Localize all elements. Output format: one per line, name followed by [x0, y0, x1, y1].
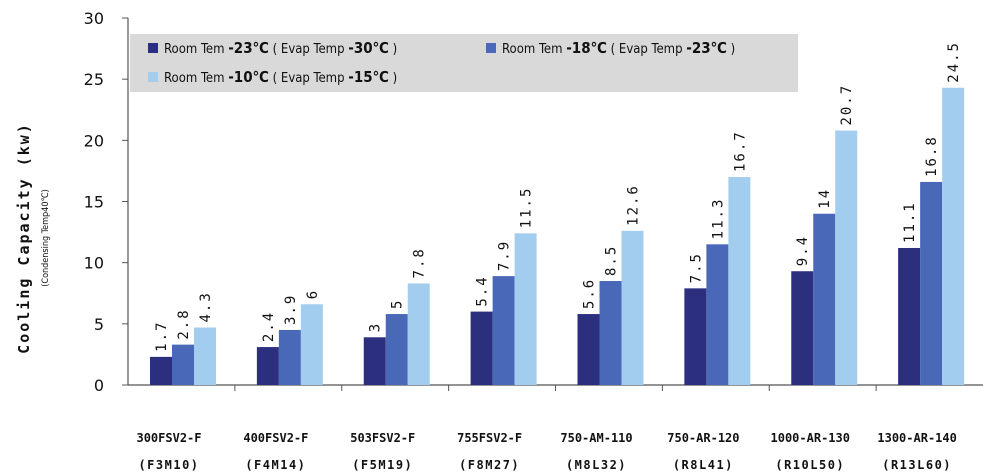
x-category-label: 750-AM-110	[560, 431, 632, 445]
legend-entry: Room Tem -10℃ ( Evap Temp -15℃ )	[164, 68, 397, 86]
x-category-code: (F8M27)	[459, 458, 520, 472]
bar	[470, 311, 493, 385]
bar-value-label: 1.7	[154, 321, 170, 352]
bar-value-label: 7.8	[412, 247, 428, 278]
x-category-code: (R10L50)	[775, 458, 845, 472]
bar	[599, 281, 622, 385]
bar-value-label: 24.5	[946, 41, 962, 83]
x-category-code: (F5M19)	[352, 458, 413, 472]
y-axis-sublabel: (Condensing Temp40℃)	[41, 189, 51, 287]
legend-entry-part: -15℃	[348, 68, 389, 86]
bar	[492, 276, 515, 385]
y-tick-label: 0	[94, 376, 104, 395]
bar	[621, 230, 644, 385]
bar	[920, 181, 943, 385]
bar	[813, 213, 836, 385]
bar	[256, 347, 279, 385]
legend-entry-part: -30℃	[348, 39, 389, 57]
y-tick-label: 25	[84, 70, 104, 89]
bar	[278, 329, 301, 385]
legend-entry: Room Tem -18℃ ( Evap Temp -23℃ )	[502, 39, 735, 57]
x-category-code: (M8L32)	[566, 458, 627, 472]
y-tick-label: 5	[94, 315, 104, 334]
y-tick-label: 20	[84, 131, 104, 150]
bar	[577, 314, 600, 385]
bar	[150, 356, 172, 385]
bar	[942, 87, 965, 385]
y-tick-label: 15	[84, 193, 104, 212]
legend-entry-part: )	[389, 71, 397, 86]
bar-value-label: 7.5	[688, 252, 704, 283]
legend-entry-part: ( Evap Temp	[269, 42, 348, 57]
x-category-label: 503FSV2-F	[350, 431, 415, 445]
x-category-label: 1300-AR-140	[877, 431, 956, 445]
legend-entry-part: -18℃	[566, 39, 607, 57]
legend-entry-part: )	[727, 42, 735, 57]
bar	[194, 327, 216, 385]
bar-value-label: 14	[817, 188, 833, 209]
legend-swatch	[148, 43, 158, 53]
bar-value-label: 7.9	[497, 240, 513, 271]
bar	[300, 304, 323, 385]
bar	[385, 314, 408, 385]
legend-entry-part: -23℃	[228, 39, 269, 57]
bar-value-label: 9.4	[795, 235, 811, 266]
y-tick-label: 30	[84, 9, 104, 28]
x-category-code: (F4M14)	[245, 458, 306, 472]
x-category-label: 400FSV2-F	[243, 431, 308, 445]
x-category-code: (F3M10)	[138, 458, 199, 472]
legend-entry-part: )	[389, 42, 397, 57]
bar-value-label: 5.6	[582, 278, 598, 309]
legend-box	[130, 34, 798, 92]
bar-value-label: 12.6	[626, 184, 642, 226]
legend-swatch	[148, 72, 158, 82]
bar	[363, 337, 386, 385]
bar	[407, 283, 430, 385]
legend-entry-part: ( Evap Temp	[607, 42, 686, 57]
legend-entry-part: Room Tem	[502, 42, 566, 57]
bar	[835, 130, 858, 385]
bar-value-label: 11.5	[519, 187, 535, 229]
bar	[791, 271, 814, 385]
y-tick-label: 10	[84, 254, 104, 273]
bar	[898, 247, 921, 385]
bar-value-label: 16.7	[732, 130, 748, 172]
bar-value-label: 11.1	[902, 201, 918, 243]
bar-value-label: 2.8	[176, 308, 192, 339]
legend-entry: Room Tem -23℃ ( Evap Temp -30℃ )	[164, 39, 397, 57]
x-category-label: 300FSV2-F	[136, 431, 201, 445]
bar	[514, 233, 537, 385]
legend-entry-part: Room Tem	[164, 71, 228, 86]
bar-value-label: 6	[305, 289, 321, 299]
legend-entry-part: -10℃	[228, 68, 269, 86]
bar	[172, 344, 194, 385]
legend-entry-part: ( Evap Temp	[269, 71, 348, 86]
bar-value-label: 16.8	[924, 135, 940, 177]
x-category-label: 750-AR-120	[667, 431, 739, 445]
bar	[684, 288, 707, 385]
bar-value-label: 11.3	[710, 198, 726, 240]
bar	[706, 244, 729, 385]
x-category-code: (R8L41)	[673, 458, 734, 472]
bar-value-label: 5.4	[475, 275, 491, 306]
bar-value-label: 20.7	[839, 84, 855, 126]
bar	[728, 177, 751, 385]
x-category-label: 755FSV2-F	[457, 431, 522, 445]
x-category-code: (R13L60)	[882, 458, 952, 472]
bar-value-label: 5	[390, 299, 406, 309]
bar-value-label: 2.4	[261, 311, 277, 342]
y-axis-label: Cooling Capacity (kw)	[15, 122, 33, 354]
x-category-label: 1000-AR-130	[771, 431, 850, 445]
legend-entry-part: -23℃	[686, 39, 727, 57]
bar-value-label: 3	[368, 322, 384, 332]
bar-value-label: 8.5	[604, 245, 620, 276]
bar-value-label: 3.9	[283, 294, 299, 325]
legend-swatch	[486, 43, 496, 53]
bar-value-label: 4.3	[198, 291, 214, 322]
legend-entry-part: Room Tem	[164, 42, 228, 57]
